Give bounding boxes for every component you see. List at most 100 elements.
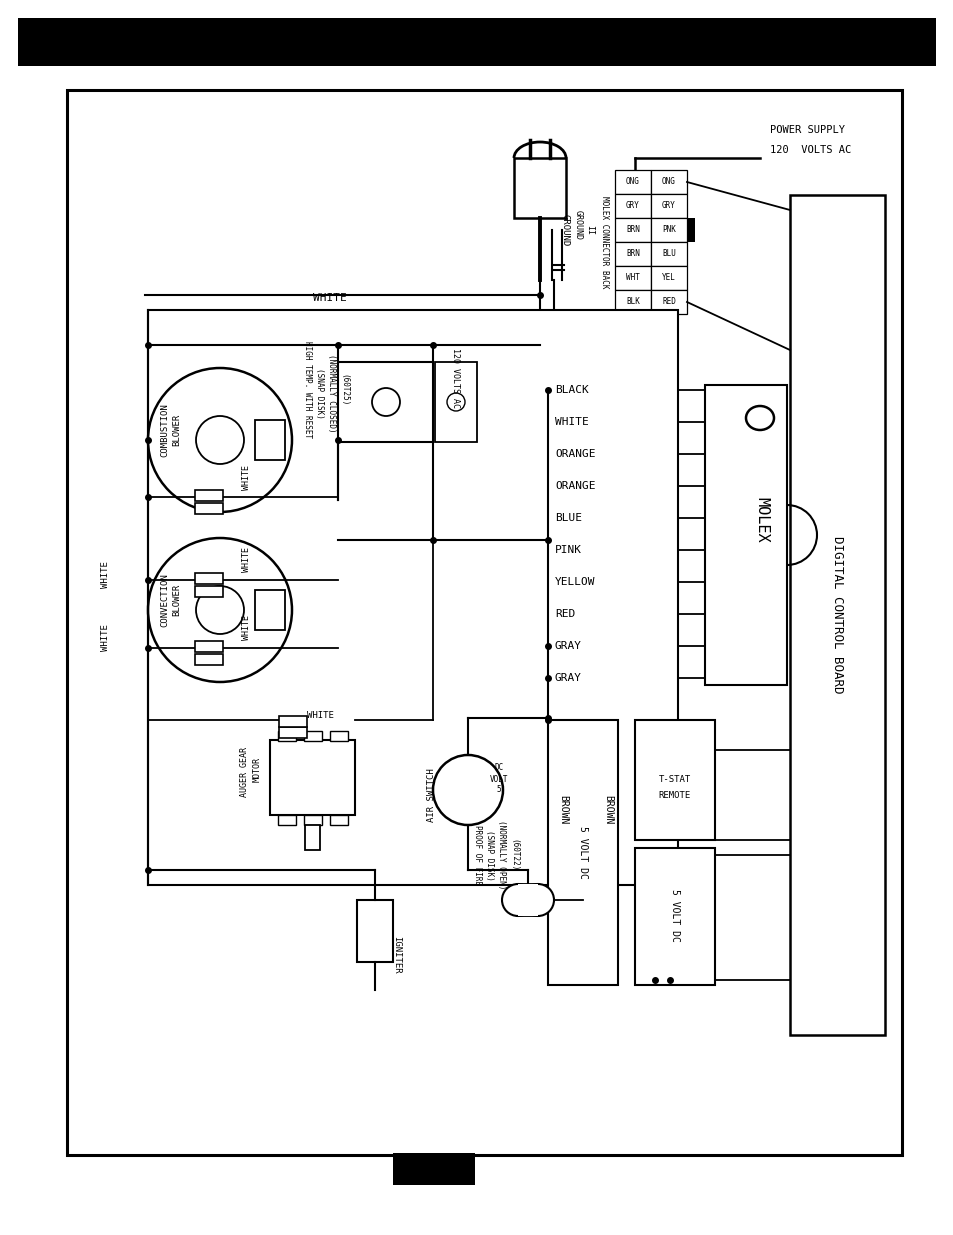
Text: GROUND: GROUND bbox=[560, 214, 569, 246]
Bar bbox=[615, 266, 650, 290]
Bar bbox=[148, 310, 678, 885]
Text: (SNAP DISK): (SNAP DISK) bbox=[315, 368, 324, 419]
Text: II: II bbox=[585, 225, 594, 235]
Text: MOLEX CONNECTOR BACK: MOLEX CONNECTOR BACK bbox=[599, 196, 609, 288]
Bar bbox=[270, 740, 355, 815]
Text: GROUND: GROUND bbox=[573, 210, 582, 240]
Text: PROOF OF FIRE: PROOF OF FIRE bbox=[473, 825, 482, 885]
Bar bbox=[277, 815, 295, 825]
Bar bbox=[194, 641, 223, 652]
Text: ORANGE: ORANGE bbox=[555, 480, 595, 492]
Text: CONVECTION: CONVECTION bbox=[160, 573, 170, 627]
Bar bbox=[304, 731, 322, 741]
Bar bbox=[254, 590, 285, 630]
Bar bbox=[514, 158, 565, 219]
Text: AUGER GEAR: AUGER GEAR bbox=[240, 747, 250, 797]
Bar bbox=[330, 731, 348, 741]
Bar bbox=[278, 727, 307, 739]
Text: WHITE: WHITE bbox=[242, 547, 252, 573]
Text: DC: DC bbox=[494, 763, 503, 773]
Text: BLOWER: BLOWER bbox=[172, 414, 181, 446]
Text: WHT: WHT bbox=[625, 273, 639, 283]
Bar bbox=[686, 219, 695, 242]
Text: 5: 5 bbox=[497, 785, 500, 794]
Circle shape bbox=[372, 388, 399, 416]
Bar bbox=[330, 815, 348, 825]
Bar bbox=[305, 825, 319, 850]
Text: ORANGE: ORANGE bbox=[555, 450, 595, 459]
Bar bbox=[278, 716, 307, 727]
Circle shape bbox=[148, 368, 292, 513]
Text: BLK: BLK bbox=[625, 298, 639, 306]
Text: MOLEX: MOLEX bbox=[754, 498, 769, 543]
Text: DIGITAL CONTROL BOARD: DIGITAL CONTROL BOARD bbox=[831, 536, 843, 694]
Bar bbox=[650, 194, 686, 219]
Text: T-STAT: T-STAT bbox=[659, 776, 690, 784]
Text: BLU: BLU bbox=[661, 249, 676, 258]
Text: ONG: ONG bbox=[625, 178, 639, 186]
Bar bbox=[615, 219, 650, 242]
Text: RED: RED bbox=[555, 609, 575, 619]
Bar bbox=[194, 490, 223, 501]
Text: ONG: ONG bbox=[661, 178, 676, 186]
Bar bbox=[517, 884, 537, 916]
Text: WHITE: WHITE bbox=[100, 562, 110, 588]
Bar bbox=[194, 503, 223, 514]
Bar bbox=[650, 290, 686, 314]
Text: AIR SWITCH: AIR SWITCH bbox=[427, 768, 436, 821]
Bar bbox=[304, 815, 322, 825]
Circle shape bbox=[521, 884, 554, 916]
Text: 5 VOLT DC: 5 VOLT DC bbox=[578, 825, 587, 878]
Text: BLOWER: BLOWER bbox=[172, 584, 181, 616]
Bar bbox=[337, 362, 433, 442]
Circle shape bbox=[148, 538, 292, 682]
Text: 5 VOLT DC: 5 VOLT DC bbox=[669, 888, 679, 941]
Bar bbox=[615, 242, 650, 266]
Bar bbox=[635, 720, 714, 840]
Bar bbox=[277, 731, 295, 741]
Text: RED: RED bbox=[661, 298, 676, 306]
Bar bbox=[650, 242, 686, 266]
Bar bbox=[615, 170, 650, 194]
Text: WHITE: WHITE bbox=[555, 417, 588, 427]
Text: MOTOR: MOTOR bbox=[253, 757, 261, 783]
Text: (60T25): (60T25) bbox=[339, 374, 348, 406]
Bar bbox=[393, 1153, 475, 1186]
Text: VOLT: VOLT bbox=[489, 774, 508, 783]
Circle shape bbox=[195, 416, 244, 464]
Text: (NORMALLY CLOSED): (NORMALLY CLOSED) bbox=[327, 353, 336, 432]
Bar bbox=[194, 573, 223, 584]
Text: WHITE: WHITE bbox=[313, 293, 347, 303]
Circle shape bbox=[433, 755, 502, 825]
Text: 120 VOLTS AC: 120 VOLTS AC bbox=[451, 348, 460, 408]
Text: WHITE: WHITE bbox=[307, 710, 334, 720]
Bar bbox=[356, 900, 393, 962]
Text: COMBUSTION: COMBUSTION bbox=[160, 403, 170, 457]
Bar bbox=[650, 266, 686, 290]
Bar bbox=[650, 219, 686, 242]
Text: WHITE: WHITE bbox=[242, 615, 252, 641]
Circle shape bbox=[195, 585, 244, 634]
Bar bbox=[194, 655, 223, 664]
Bar bbox=[194, 585, 223, 597]
Text: BRN: BRN bbox=[625, 249, 639, 258]
Text: POWER SUPPLY: POWER SUPPLY bbox=[769, 125, 844, 135]
Text: YEL: YEL bbox=[661, 273, 676, 283]
Ellipse shape bbox=[745, 406, 773, 430]
Text: YELLOW: YELLOW bbox=[555, 577, 595, 587]
Text: BLUE: BLUE bbox=[555, 513, 581, 522]
Bar bbox=[615, 290, 650, 314]
Text: HIGH TEMP. WITH RESET: HIGH TEMP. WITH RESET bbox=[303, 341, 313, 438]
Circle shape bbox=[501, 884, 534, 916]
Bar bbox=[650, 170, 686, 194]
Bar bbox=[547, 720, 618, 986]
Circle shape bbox=[447, 393, 464, 411]
Text: WHITE: WHITE bbox=[100, 625, 110, 651]
Text: GRAY: GRAY bbox=[555, 641, 581, 651]
Text: GRY: GRY bbox=[661, 201, 676, 210]
Text: REMOTE: REMOTE bbox=[659, 790, 690, 799]
Text: BRN: BRN bbox=[625, 226, 639, 235]
Bar bbox=[67, 90, 901, 1155]
Text: (NORMALLY OPEN): (NORMALLY OPEN) bbox=[497, 820, 506, 889]
Text: BLACK: BLACK bbox=[555, 385, 588, 395]
